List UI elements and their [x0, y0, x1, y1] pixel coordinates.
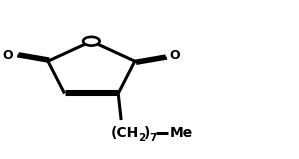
Text: O: O: [2, 49, 13, 62]
Text: O: O: [170, 49, 180, 62]
Text: Me: Me: [170, 126, 193, 140]
Text: ): ): [144, 126, 150, 140]
Circle shape: [83, 37, 100, 46]
Text: 2: 2: [138, 133, 145, 143]
Text: (CH: (CH: [111, 126, 139, 140]
Text: 7: 7: [149, 133, 156, 143]
